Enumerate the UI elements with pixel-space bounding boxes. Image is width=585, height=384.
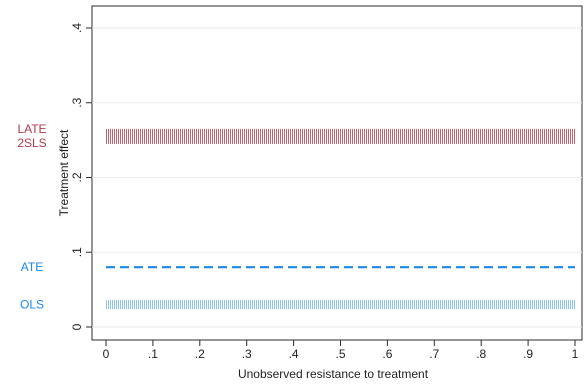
side-label-late: LATE — [17, 122, 46, 136]
plot-frame — [91, 5, 583, 341]
x-tick-label-2: .2 — [195, 347, 205, 361]
x-tick-label-3: .3 — [242, 347, 252, 361]
x-axis-title: Unobserved resistance to treatment — [238, 367, 429, 381]
x-tick-label-8: .8 — [476, 347, 486, 361]
x-tick-label-5: .5 — [335, 347, 345, 361]
x-tick-label-9: .9 — [523, 347, 533, 361]
y-tick-label-2: .2 — [70, 172, 84, 182]
x-tick-label-6: .6 — [382, 347, 392, 361]
axes: 0 .1 .2 .3 .4 .5 .6 .7 .8 .9 1 0 .1 .2 .3 .4 Unobserved … — [57, 23, 579, 381]
x-tick-label-7: .7 — [429, 347, 439, 361]
x-tick-label-1: .1 — [148, 347, 158, 361]
series-band-ols — [106, 300, 575, 310]
y-tick-label-4: .4 — [70, 23, 84, 33]
x-tick-label-10: 1 — [572, 347, 579, 361]
gridlines — [91, 5, 583, 341]
y-tick-label-3: .3 — [70, 97, 84, 107]
side-label-ate: ATE — [21, 260, 43, 274]
series-band-2sls — [106, 128, 575, 144]
y-tick-label-0: 0 — [70, 323, 84, 330]
series-layer — [106, 128, 575, 310]
x-tick-label-4: .4 — [289, 347, 299, 361]
y-axis-title: Treatment effect — [57, 129, 71, 216]
y-tick-label-1: .1 — [70, 247, 84, 257]
side-label-ols: OLS — [20, 298, 44, 312]
x-tick-label-0: 0 — [103, 347, 110, 361]
side-label-2sls: 2SLS — [17, 136, 46, 150]
